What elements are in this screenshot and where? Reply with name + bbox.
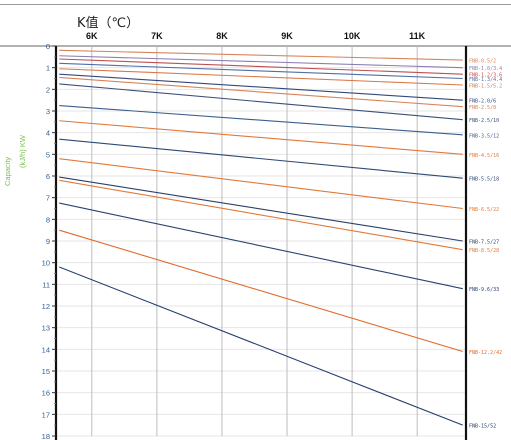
- x-tick-label: 8K: [216, 31, 228, 41]
- series-label: FNB-1.0/3.4: [469, 66, 502, 72]
- y-tick-label: 6: [46, 172, 50, 181]
- series-label: FNB-15/52: [469, 424, 496, 430]
- y-tick-label: 15: [42, 367, 50, 376]
- y-tick-label: 7: [46, 194, 50, 203]
- y-tick-label: 18: [42, 432, 50, 440]
- series-label: FNB-9.6/33: [469, 287, 499, 293]
- y-tick-label: 12: [42, 302, 50, 311]
- series-label: FNB-3.5/12: [469, 133, 499, 139]
- x-tick-label: 9K: [281, 31, 293, 41]
- x-tick-label: 11K: [409, 31, 426, 41]
- series-line: [59, 158, 463, 210]
- series-line: [59, 120, 463, 155]
- y-tick-label: 13: [42, 324, 50, 333]
- series-line: [59, 179, 463, 251]
- series-line: [59, 138, 463, 179]
- series-label: FNB-7.5/27: [469, 240, 499, 246]
- y-tick-label: 4: [46, 129, 50, 138]
- series-label: FNB-4.5/16: [469, 153, 499, 159]
- series-label: FNB-2.5/10: [469, 118, 499, 124]
- series-line: [59, 83, 463, 121]
- x-tick-label: 6K: [86, 31, 98, 41]
- series-line: [59, 49, 463, 61]
- series-label: FNB-6.5/22: [469, 207, 499, 213]
- y-tick-label: 11: [42, 280, 50, 289]
- y-tick-label: 10: [42, 259, 50, 268]
- series-line: [59, 76, 463, 108]
- series-line: [59, 62, 463, 80]
- y-tick-label: 9: [46, 237, 50, 246]
- y-tick-label: 16: [42, 389, 50, 398]
- series-line: [59, 202, 463, 290]
- series-line: [59, 68, 463, 86]
- series-label: FNB-12.2/42: [469, 350, 502, 356]
- series-label: FNB-5.5/18: [469, 177, 499, 183]
- x-tick-label: 7K: [151, 31, 163, 41]
- series-line: [59, 58, 463, 75]
- series-label: FNB-8.5/28: [469, 248, 499, 254]
- x-axis-title: K值（℃）: [77, 16, 140, 31]
- series-label: FNB-2.0/6: [469, 99, 496, 105]
- x-tick-label: 10K: [344, 31, 361, 41]
- y-tick-label: 0: [46, 42, 50, 51]
- top-rule: [0, 4, 511, 5]
- y-tick-label: 8: [46, 215, 50, 224]
- y-tick-label: 3: [46, 107, 50, 116]
- series-line: [59, 73, 463, 101]
- series-label: FNB-1.2/3.6: [469, 73, 502, 79]
- y-tick-label: 1: [46, 64, 50, 73]
- series-line: [59, 55, 463, 69]
- series-line: [59, 266, 463, 426]
- series-label: FNB-0.5/2: [469, 59, 496, 65]
- series-line: [59, 105, 463, 136]
- series-label: FNB-2.5/8: [469, 105, 496, 111]
- series-line: [59, 176, 463, 242]
- y-tick-label: 2: [46, 85, 50, 94]
- y-tick-label: 17: [42, 410, 50, 419]
- y-tick-label: 5: [46, 150, 50, 159]
- y-tick-label: 14: [42, 345, 50, 354]
- series-label: FNB-1.3/4.4: [469, 77, 502, 83]
- series-label: FNB-1.5/5.2: [469, 84, 502, 90]
- series-line: [59, 229, 463, 353]
